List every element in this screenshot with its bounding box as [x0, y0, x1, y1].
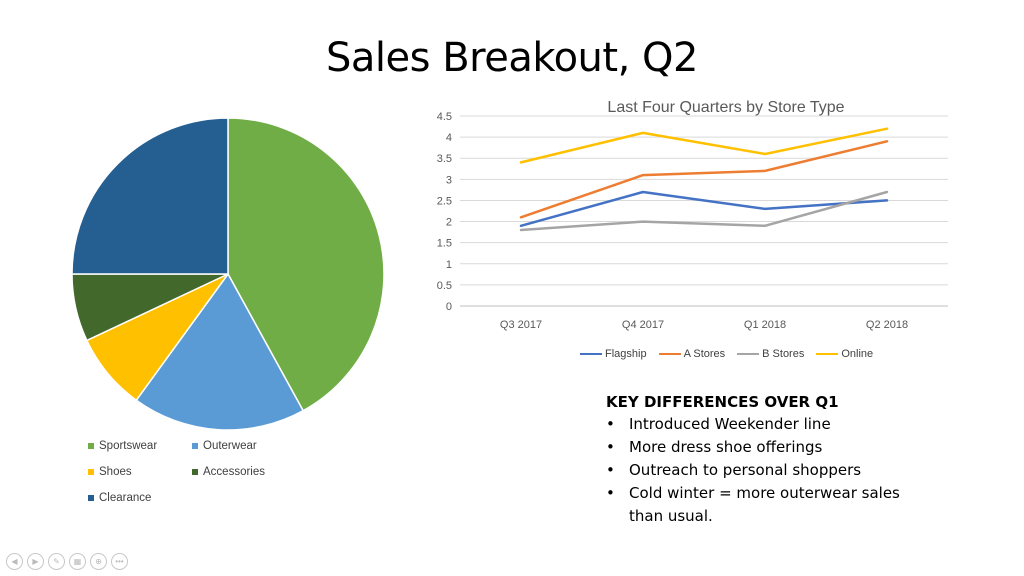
list-item-text: More dress shoe offerings — [629, 438, 823, 456]
x-tick-label: Q4 2017 — [622, 319, 664, 331]
x-tick-label: Q2 2018 — [866, 319, 908, 331]
list-item-text: Cold winter = more outerwear sales than … — [629, 484, 900, 525]
pie-slice-outerwear — [135, 272, 305, 430]
x-tick-label: Q1 2018 — [744, 319, 786, 331]
next-icon[interactable]: ▶ — [27, 553, 44, 570]
legend-swatch — [737, 353, 760, 355]
x-tick-label: Q3 2017 — [500, 319, 542, 331]
legend-label: A Stores — [683, 348, 726, 360]
y-tick-label: 0.5 — [437, 280, 452, 292]
legend-swatch — [658, 353, 681, 355]
y-tick-label: 3 — [446, 174, 452, 186]
legend-item-online: Online — [816, 348, 873, 360]
legend-item-sportswear: Sportswear — [88, 440, 157, 452]
key-differences-list: • Introduced Weekender line • More dress s… — [606, 413, 936, 528]
bullet-icon: • — [606, 461, 615, 479]
legend-item-accessories: Accessories — [192, 466, 265, 478]
series-line-a-stores — [519, 140, 889, 219]
legend-label: Flagship — [605, 348, 647, 360]
key-differences-box: KEY DIFFERENCES OVER Q1 • Introduced Week… — [606, 391, 936, 528]
line-chart: Last Four Quarters by Store Type 0 0.5 1 1.5… — [437, 99, 948, 331]
legend-swatch — [816, 353, 839, 355]
y-tick-label: 2.5 — [437, 195, 452, 207]
legend-label: Shoes — [99, 466, 132, 478]
bullet-icon: • — [606, 438, 615, 456]
legend-swatch — [88, 495, 94, 501]
legend-swatch — [192, 443, 198, 449]
bullet-icon: • — [606, 484, 615, 502]
list-item: • Outreach to personal shoppers — [606, 459, 936, 482]
line-legend: Flagship A Stores B Stores Online — [580, 346, 885, 362]
list-item-text: Introduced Weekender line — [629, 415, 831, 433]
legend-swatch — [88, 469, 94, 475]
legend-swatch — [88, 443, 94, 449]
y-tick-label: 2 — [446, 217, 452, 229]
slide-controls: ◀ ▶ ✎ ▦ ⊕ ••• — [6, 553, 132, 570]
list-item: • Introduced Weekender line — [606, 413, 936, 436]
series-line-flagship — [519, 190, 889, 228]
legend-item-flagship: Flagship — [580, 348, 647, 360]
line-chart-title: Last Four Quarters by Store Type — [607, 99, 844, 116]
legend-label: B Stores — [762, 348, 805, 360]
y-tick-label: 4.5 — [437, 111, 452, 123]
legend-item-b-stores: B Stores — [737, 348, 804, 360]
y-tick-label: 1 — [446, 259, 452, 271]
legend-item-outerwear: Outerwear — [192, 440, 257, 452]
legend-swatch — [192, 469, 198, 475]
legend-swatch — [580, 353, 602, 355]
y-tick-label: 3.5 — [437, 153, 452, 165]
series-line-b-stores — [519, 190, 889, 232]
y-tick-label: 0 — [446, 301, 452, 313]
legend-label: Outerwear — [203, 440, 257, 452]
legend-label: Clearance — [99, 492, 152, 504]
list-item: • Cold winter = more outerwear sales than… — [606, 482, 936, 528]
zoom-icon[interactable]: ⊕ — [90, 553, 107, 570]
list-item: • More dress shoe offerings — [606, 436, 936, 459]
bullet-icon: • — [606, 415, 615, 433]
legend-item-clearance: Clearance — [88, 492, 151, 504]
legend-label: Accessories — [203, 466, 265, 478]
y-tick-label: 1.5 — [437, 238, 452, 250]
slide-title: Sales Breakout, Q2 — [326, 35, 698, 81]
pie-chart — [71, 117, 385, 430]
list-item-text: Outreach to personal shoppers — [629, 461, 862, 479]
pie-slice-clearance — [71, 117, 229, 275]
series-line-online — [519, 127, 889, 164]
legend-item-shoes: Shoes — [88, 466, 132, 478]
legend-label: Online — [841, 348, 874, 360]
legend-label: Sportswear — [99, 440, 158, 452]
y-tick-label: 4 — [446, 132, 452, 144]
slides-icon[interactable]: ▦ — [69, 553, 86, 570]
previous-icon[interactable]: ◀ — [6, 553, 23, 570]
key-differences-title: KEY DIFFERENCES OVER Q1 — [606, 393, 839, 411]
pen-icon[interactable]: ✎ — [48, 553, 65, 570]
pie-slice-sportswear — [227, 117, 385, 412]
more-icon[interactable]: ••• — [111, 553, 128, 570]
legend-item-a-stores: A Stores — [658, 348, 726, 360]
